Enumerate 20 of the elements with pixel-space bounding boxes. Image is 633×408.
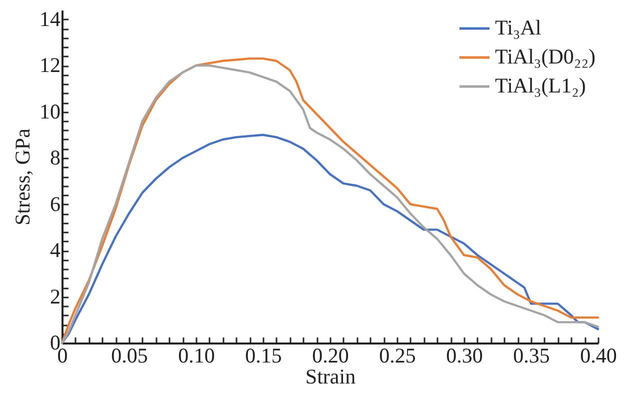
legend-label: TiAl₃(D0₂₂) — [495, 44, 596, 68]
y-tick-label: 6 — [50, 192, 60, 216]
y-tick-label: 2 — [50, 284, 60, 308]
y-tick-label: 10 — [40, 99, 60, 124]
y-tick-label: 8 — [50, 146, 60, 170]
x-tick-label: 0.25 — [379, 344, 416, 368]
x-tick-label: 0.05 — [111, 344, 148, 368]
x-tick-label: 0.30 — [446, 344, 483, 368]
x-tick-label: 0.40 — [580, 344, 617, 368]
x-axis-title: Strain — [305, 364, 356, 388]
legend-label: TiAl₃(L1₂) — [495, 74, 586, 98]
y-tick-label: 12 — [40, 53, 60, 77]
x-tick-label: 0.35 — [513, 344, 550, 368]
legend-label: Ti₃Al — [495, 16, 542, 40]
x-tick-label: 0.20 — [312, 344, 349, 368]
y-tick-label: 14 — [40, 6, 61, 31]
y-tick-label: 4 — [50, 238, 61, 262]
y-axis-title: Stress, GPa — [10, 128, 34, 226]
x-tick-label: 0.15 — [245, 344, 282, 368]
x-tick-label: 0.10 — [178, 344, 215, 368]
